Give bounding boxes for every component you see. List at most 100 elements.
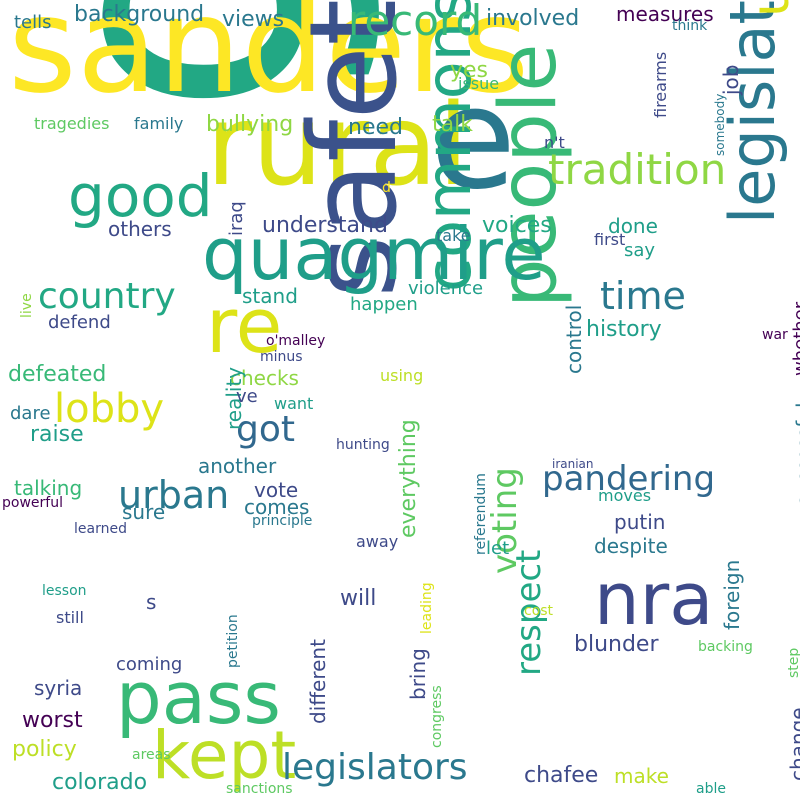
word-violence: violence xyxy=(408,278,484,299)
word-d: d xyxy=(382,180,391,196)
word-views: views xyxy=(222,7,285,32)
word-hunting: hunting xyxy=(336,437,390,453)
word-defeated: defeated xyxy=(8,362,107,387)
word-need: need xyxy=(348,115,403,140)
word-happen: happen xyxy=(350,294,418,315)
word-done: done xyxy=(608,214,658,238)
word-lesson: lesson xyxy=(42,583,87,599)
word-re: re xyxy=(206,281,283,370)
word-kept: kept xyxy=(152,717,297,794)
word-n-t: n't xyxy=(544,133,565,152)
word-blunder: blunder xyxy=(574,632,659,657)
word-think: think xyxy=(672,18,708,34)
word-e: e xyxy=(430,58,517,221)
word-away: away xyxy=(356,532,399,551)
word-learned: learned xyxy=(74,521,127,537)
word-moves: moves xyxy=(598,486,652,505)
word-country: country xyxy=(38,276,176,317)
word-successful: successful xyxy=(792,402,800,506)
word-legislation: legislation xyxy=(716,0,789,224)
word-change: change xyxy=(786,707,800,781)
word-areas: areas xyxy=(132,747,171,763)
word-defend: defend xyxy=(48,312,111,333)
word-tragedies: tragedies xyxy=(34,114,110,133)
word-raise: raise xyxy=(30,422,84,447)
word-vote: vote xyxy=(254,478,299,502)
word-got: got xyxy=(236,409,295,450)
word-coming: coming xyxy=(116,654,183,675)
word-whether: whether xyxy=(790,301,800,376)
word-good: good xyxy=(68,162,213,230)
word-lobby: lobby xyxy=(54,386,165,432)
word-involved: involved xyxy=(486,6,580,31)
word-able: able xyxy=(696,781,726,797)
word-backing: backing xyxy=(698,639,753,655)
word-bring: bring xyxy=(406,648,430,700)
word-s: s xyxy=(146,590,157,614)
word-understand: understand xyxy=(262,213,388,238)
word-time: time xyxy=(600,274,686,318)
word-pandering: pandering xyxy=(542,459,716,499)
word-pass: pass xyxy=(116,656,281,740)
word-checks: checks xyxy=(230,366,299,390)
word-make: make xyxy=(614,764,669,788)
word-issue: issue xyxy=(458,74,500,93)
word-nra: nra xyxy=(594,557,714,641)
word-others: others xyxy=(108,217,172,241)
word-principle: principle xyxy=(252,513,313,529)
word-will: will xyxy=(340,586,377,611)
word-say: say xyxy=(624,240,656,261)
word-powerful: powerful xyxy=(2,495,63,511)
word-worst: worst xyxy=(22,708,83,733)
word-live: live xyxy=(19,293,35,318)
word-iraq: iraq xyxy=(226,201,247,236)
word-job: job xyxy=(719,64,743,96)
word-policy: policy xyxy=(12,737,77,762)
word-leading: leading xyxy=(419,582,435,634)
word-take: take xyxy=(436,226,471,245)
word-everything: everything xyxy=(396,419,421,538)
word-ve: ve xyxy=(236,386,258,407)
word-sure: sure xyxy=(122,500,166,524)
word-united: united xyxy=(741,0,800,17)
word-bullying: bullying xyxy=(206,112,294,137)
word-urban: urban xyxy=(118,473,230,517)
word-measures: measures xyxy=(616,2,714,26)
word-legislators: legislators xyxy=(282,747,468,788)
word-comes: comes xyxy=(244,495,310,519)
word-voices: voices xyxy=(482,213,552,238)
word-minus: minus xyxy=(260,349,303,365)
word-foreign: foreign xyxy=(720,559,744,630)
word-record: record xyxy=(348,0,483,45)
word-somebody: somebody xyxy=(713,93,727,156)
word-colorado: colorado xyxy=(52,770,148,795)
word-quagmire: quagmire xyxy=(202,212,546,296)
word-sanctions: sanctions xyxy=(226,781,293,797)
word-control: control xyxy=(562,304,586,374)
word-want: want xyxy=(274,394,314,413)
word-using: using xyxy=(380,366,424,385)
word-still: still xyxy=(56,608,84,627)
word-tells: tells xyxy=(14,12,52,33)
word-history: history xyxy=(586,317,662,342)
word-first: first xyxy=(594,230,626,249)
word-rural: rural xyxy=(206,81,469,211)
word-dare: dare xyxy=(10,403,51,424)
word-family: family xyxy=(134,114,184,133)
word-cost: cost xyxy=(524,603,554,619)
word-background: background xyxy=(74,2,205,27)
word-different: different xyxy=(306,639,330,724)
word-congress: congress xyxy=(429,685,445,748)
word-step: step xyxy=(786,647,800,678)
word-chafee: chafee xyxy=(524,763,599,788)
word-putin: putin xyxy=(614,510,666,534)
word-sanders: sanders xyxy=(8,0,530,123)
word-talk: talk xyxy=(432,112,473,137)
word-talking: talking xyxy=(14,476,83,500)
word-iranian: iranian xyxy=(552,457,594,471)
word-o-malley: o'malley xyxy=(266,333,326,349)
word-firearms: firearms xyxy=(651,51,670,118)
word-despite: despite xyxy=(594,534,668,558)
word-another: another xyxy=(198,454,277,478)
word-petition: petition xyxy=(225,614,241,668)
